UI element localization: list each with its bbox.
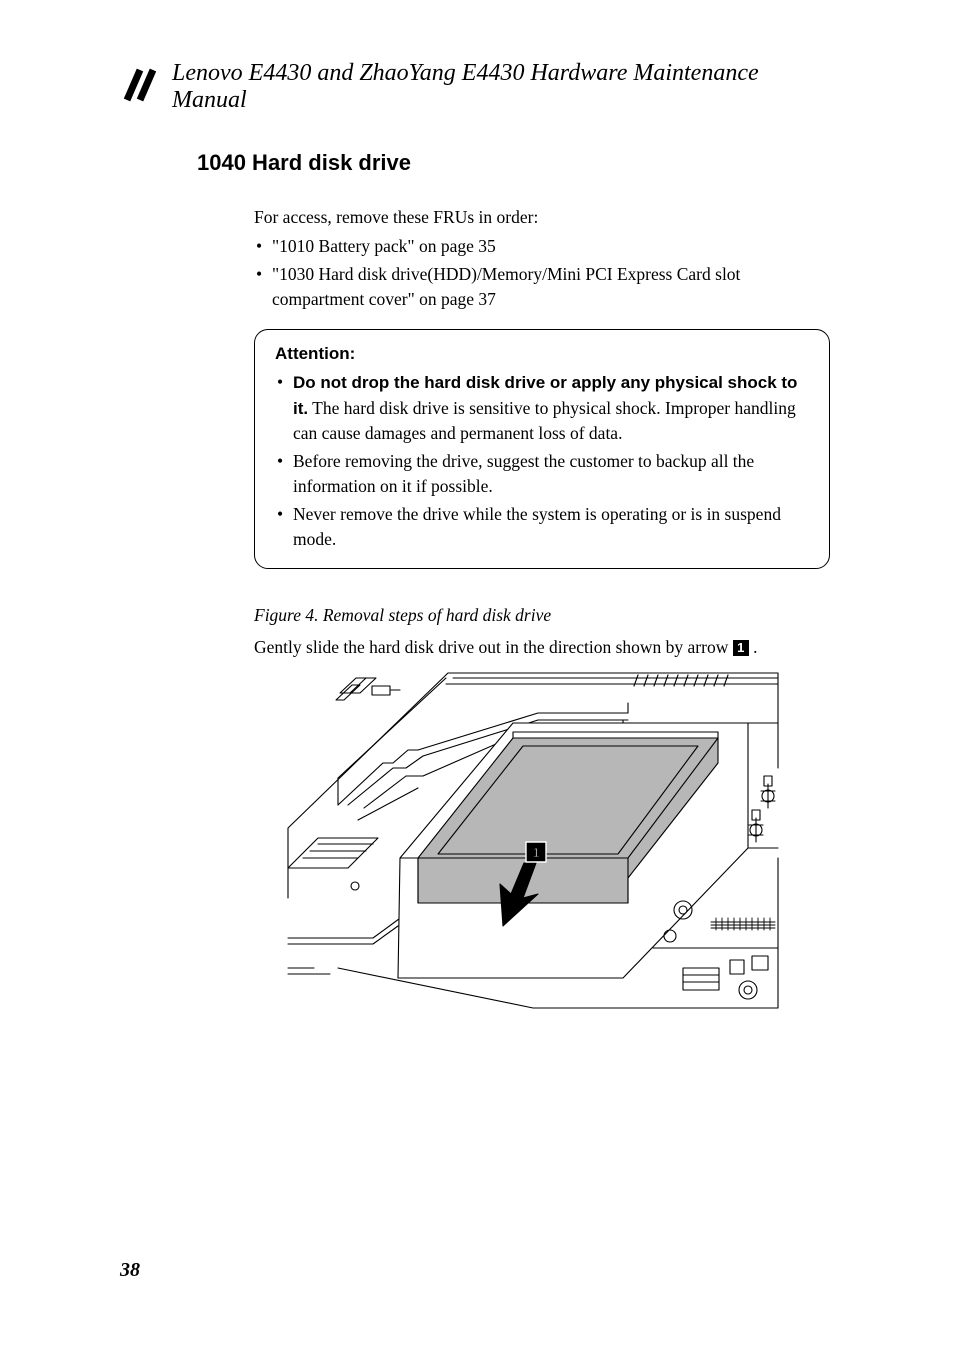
- page-number: 38: [120, 1259, 140, 1282]
- intro-text: For access, remove these FRUs in order:: [254, 205, 834, 230]
- body-content: For access, remove these FRUs in order: …: [254, 205, 834, 1025]
- figure-caption: Figure 4. Removal steps of hard disk dri…: [254, 603, 834, 628]
- fru-list: "1010 Battery pack" on page 35 "1030 Har…: [254, 234, 834, 312]
- attention-box: Attention: Do not drop the hard disk dri…: [254, 329, 830, 570]
- hdd-removal-diagram: 1: [278, 668, 834, 1025]
- brand-stripes-icon: [120, 68, 160, 107]
- figure-instruction: Gently slide the hard disk drive out in …: [254, 635, 834, 660]
- attention-list: Do not drop the hard disk drive or apply…: [275, 370, 809, 552]
- attention-title: Attention:: [275, 342, 809, 367]
- svg-text:1: 1: [532, 845, 539, 860]
- list-item: Before removing the drive, suggest the c…: [275, 449, 809, 500]
- list-item: "1010 Battery pack" on page 35: [254, 234, 834, 259]
- instruction-post: .: [749, 637, 758, 657]
- callout-number-icon: 1: [733, 640, 749, 656]
- attention-text: Never remove the drive while the system …: [293, 504, 781, 549]
- list-item: Never remove the drive while the system …: [275, 502, 809, 553]
- page-header: Lenovo E4430 and ZhaoYang E4430 Hardware…: [120, 60, 834, 114]
- attention-text: Before removing the drive, suggest the c…: [293, 451, 754, 496]
- section-heading: 1040 Hard disk drive: [197, 150, 411, 176]
- list-item: Do not drop the hard disk drive or apply…: [275, 370, 809, 447]
- list-item: "1030 Hard disk drive(HDD)/Memory/Mini P…: [254, 262, 834, 313]
- header-title: Lenovo E4430 and ZhaoYang E4430 Hardware…: [172, 60, 834, 114]
- page: Lenovo E4430 and ZhaoYang E4430 Hardware…: [0, 0, 954, 1352]
- instruction-pre: Gently slide the hard disk drive out in …: [254, 637, 733, 657]
- attention-text: The hard disk drive is sensitive to phys…: [293, 398, 796, 444]
